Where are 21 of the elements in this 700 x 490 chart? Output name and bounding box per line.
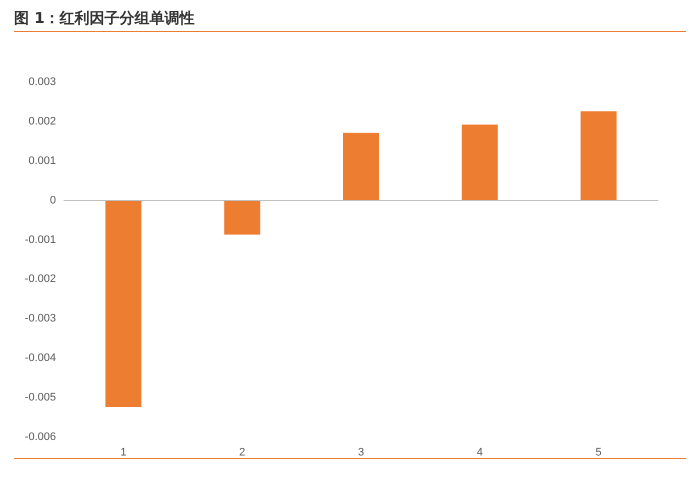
y-tick-label: 0.003 [28, 76, 56, 88]
y-tick-label: -0.003 [24, 312, 56, 325]
x-tick-label: 4 [476, 446, 483, 458]
y-tick-label: -0.004 [24, 352, 56, 364]
y-tick-label: -0.002 [24, 273, 56, 286]
y-tick-label: -0.006 [24, 431, 56, 443]
bar [580, 111, 617, 200]
y-tick-label: 0.002 [28, 115, 56, 128]
bar [224, 200, 260, 235]
chart-title: 图 1：红利因子分组单调性 [14, 6, 686, 32]
y-tick-label: 0.001 [28, 154, 56, 167]
x-tick-label: 2 [239, 446, 246, 458]
bar [462, 124, 498, 200]
y-tick-label: 0 [50, 194, 56, 206]
x-tick-label: 3 [358, 446, 364, 458]
bar [343, 132, 379, 200]
bar [105, 200, 142, 408]
x-tick-label: 1 [120, 446, 126, 458]
x-tick-label: 5 [596, 446, 602, 458]
y-tick-label: -0.001 [24, 234, 56, 246]
y-tick-label: -0.005 [24, 392, 56, 404]
